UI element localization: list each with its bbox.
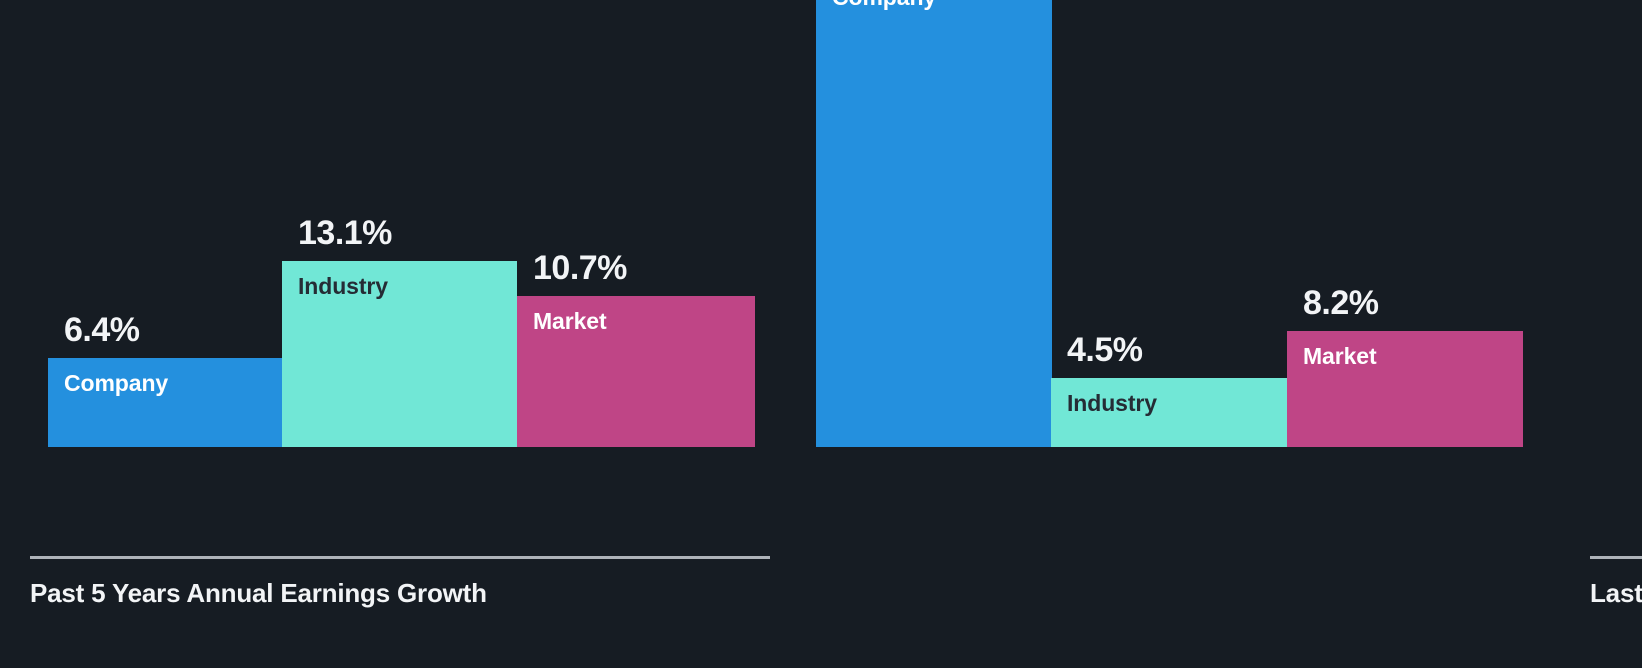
bar-value-label: 4.5%	[1067, 331, 1143, 369]
panel-last-1-year: 33.9% Company 4.5% Industry 8.2% Market …	[790, 0, 1642, 668]
bar-series-label: Industry	[1067, 390, 1157, 416]
bar-series-label: Industry	[298, 273, 388, 299]
bar-company[interactable]: 33.9% Company	[816, 0, 1052, 447]
panel-caption-last-1-year: Last 1 Year Earnings Growth	[1590, 578, 1642, 608]
bar-market[interactable]: 8.2% Market	[1287, 284, 1523, 447]
bar-value-label: 8.2%	[1303, 284, 1379, 322]
panel-past-5-years: 6.4% Company 13.1% Industry 10.7% Market…	[0, 0, 800, 668]
bar-series-label: Company	[64, 370, 169, 396]
bar-value-label: 13.1%	[298, 214, 392, 252]
bar-series-label: Company	[832, 0, 936, 11]
bar-company[interactable]: 6.4% Company	[48, 311, 282, 447]
baseline-axis-left	[30, 556, 770, 559]
plot-area-left: 6.4% Company 13.1% Industry 10.7% Market	[0, 0, 800, 559]
bar-series-label: Market	[533, 308, 607, 334]
plot-area-right: 33.9% Company 4.5% Industry 8.2% Market	[790, 0, 1642, 559]
bar-series-label: Market	[1303, 343, 1377, 369]
panel-caption-past-5-years: Past 5 Years Annual Earnings Growth	[30, 578, 487, 608]
baseline-axis-right	[1590, 556, 1642, 559]
bar-value-label: 6.4%	[64, 311, 140, 349]
bar-market[interactable]: 10.7% Market	[517, 249, 755, 447]
bar-industry[interactable]: 13.1% Industry	[282, 214, 517, 447]
bar-value-label: 10.7%	[533, 249, 627, 287]
bar-industry[interactable]: 4.5% Industry	[1051, 331, 1287, 447]
